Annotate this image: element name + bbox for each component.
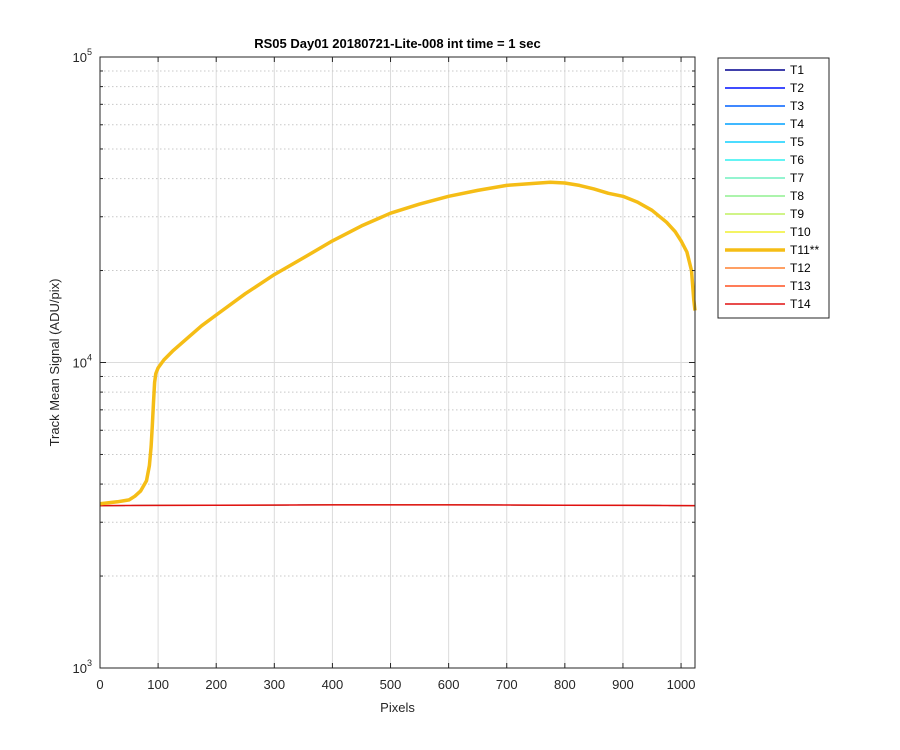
- x-tick-label: 900: [612, 677, 634, 692]
- y-tick-label: 104: [73, 353, 92, 371]
- y-tick-label: 105: [73, 47, 92, 65]
- x-tick-label: 600: [438, 677, 460, 692]
- legend-label: T11**: [790, 243, 819, 257]
- chart-title: RS05 Day01 20180721-Lite-008 int time = …: [254, 36, 541, 51]
- series-line-T14: [99, 504, 696, 507]
- x-tick-label: 500: [380, 677, 402, 692]
- legend-label: T2: [790, 81, 804, 95]
- x-tick-label: 100: [147, 677, 169, 692]
- x-tick-label: 300: [263, 677, 285, 692]
- x-tick-label: 800: [554, 677, 576, 692]
- legend-label: T12: [790, 261, 811, 275]
- legend-label: T10: [790, 225, 811, 239]
- x-tick-label: 0: [96, 677, 103, 692]
- x-tick-label: 200: [205, 677, 227, 692]
- legend-label: T14: [790, 297, 811, 311]
- y-tick-label: 103: [73, 658, 92, 676]
- y-axis-label: Track Mean Signal (ADU/pix): [47, 279, 62, 447]
- x-axis-label: Pixels: [380, 700, 415, 715]
- x-tick-label: 1000: [667, 677, 696, 692]
- series-line-T11: [99, 180, 697, 506]
- legend-label: T4: [790, 117, 804, 131]
- legend-label: T6: [790, 153, 804, 167]
- legend-box: [717, 57, 830, 319]
- legend-label: T8: [790, 189, 804, 203]
- legend-label: T5: [790, 135, 804, 149]
- legend-label: T9: [790, 207, 804, 221]
- axis-ticks: 0 100 200 300 400 500 600 700 800 900 1000 103 104 10…: [73, 47, 696, 692]
- legend-label: T1: [790, 63, 804, 77]
- legend-label: T3: [790, 99, 804, 113]
- grid: [99, 56, 695, 669]
- series-lines: [99, 180, 697, 507]
- legend-label: T13: [790, 279, 811, 293]
- x-tick-label: 700: [496, 677, 518, 692]
- x-tick-label: 400: [322, 677, 344, 692]
- legend-label: T7: [790, 171, 804, 185]
- legend: T1 T2 T3 T4 T5 T6 T7 T8 T9 T10 T11** T12 T13 T14: [717, 57, 830, 319]
